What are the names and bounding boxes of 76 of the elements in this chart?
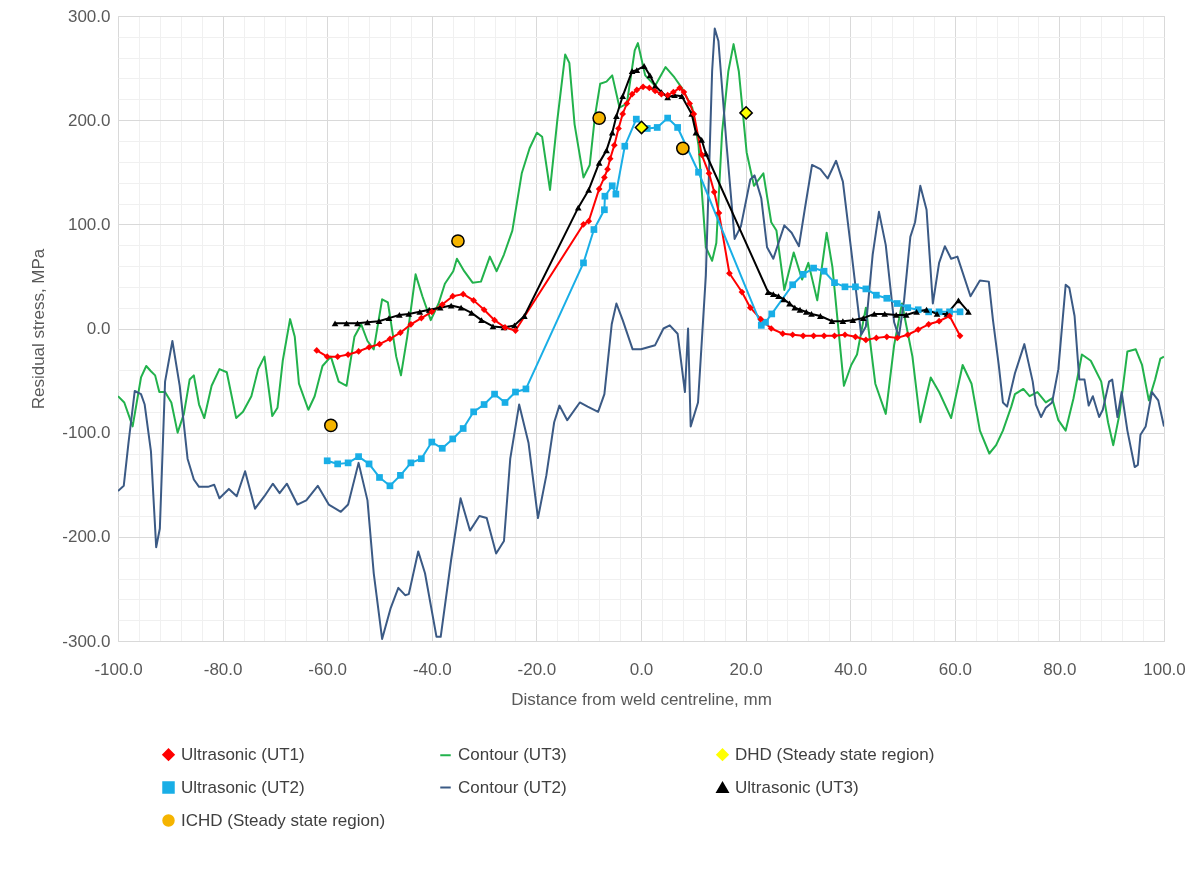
- point: [768, 310, 776, 318]
- point: [501, 399, 509, 406]
- point: [739, 106, 753, 120]
- x-tick-label: -80.0: [203, 659, 243, 679]
- point: [831, 279, 838, 287]
- x-tick-label: 100.0: [1143, 659, 1186, 679]
- point: [417, 455, 425, 463]
- point: [873, 291, 880, 299]
- point: [621, 142, 629, 150]
- point: [841, 283, 849, 291]
- point: [904, 304, 912, 312]
- x-tick-label: -100.0: [94, 659, 143, 679]
- legend-label: ICHD (Steady state region): [181, 810, 386, 830]
- point: [956, 308, 964, 316]
- point: [893, 300, 901, 307]
- y-tick-label: -100.0: [62, 423, 111, 443]
- point: [762, 318, 769, 326]
- point: [491, 390, 498, 398]
- point: [428, 438, 436, 446]
- point: [580, 259, 587, 267]
- x-tick-label: -40.0: [412, 659, 452, 679]
- x-axis-title: Distance from weld centreline, mm: [511, 689, 772, 709]
- point: [653, 124, 661, 131]
- point: [674, 124, 681, 131]
- point: [323, 418, 338, 433]
- legend-label: Ultrasonic (UT2): [181, 777, 305, 797]
- legend-label: Contour (UT3): [458, 745, 567, 765]
- point: [634, 120, 649, 135]
- x-tick-label: 80.0: [1043, 659, 1077, 679]
- point: [608, 182, 616, 190]
- x-tick-label: 60.0: [938, 659, 972, 679]
- x-tick-label: -20.0: [517, 659, 557, 679]
- point: [852, 283, 859, 291]
- point: [459, 425, 467, 432]
- point: [695, 168, 702, 176]
- point: [592, 111, 607, 125]
- point: [601, 192, 609, 200]
- point: [810, 264, 817, 272]
- point: [334, 460, 342, 468]
- x-tick-label: 20.0: [729, 659, 763, 679]
- point: [355, 453, 362, 460]
- point: [789, 281, 797, 289]
- legend-label: Contour (UT2): [458, 777, 567, 797]
- point: [820, 267, 828, 275]
- point: [664, 114, 672, 122]
- y-tick-label: 0.0: [86, 319, 111, 338]
- legend-label: Ultrasonic (UT1): [181, 744, 305, 764]
- line-series: [118, 42, 1164, 455]
- point: [883, 294, 891, 302]
- point: [601, 206, 608, 214]
- line-series: [118, 27, 1164, 640]
- point: [397, 472, 404, 479]
- y-tick-label: 300.0: [67, 6, 111, 26]
- point: [386, 482, 394, 490]
- x-tick-label: -60.0: [308, 659, 348, 679]
- point: [799, 270, 807, 278]
- point: [480, 401, 488, 408]
- x-tick-label: 40.0: [834, 659, 868, 679]
- point: [590, 226, 598, 233]
- point: [632, 115, 640, 123]
- legend-label: Ultrasonic (UT3): [735, 777, 859, 797]
- y-tick-label: -300.0: [62, 631, 111, 651]
- y-tick-label: 200.0: [67, 110, 111, 130]
- point: [449, 435, 457, 443]
- x-tick-label: 0.0: [629, 659, 654, 679]
- point: [451, 234, 465, 248]
- y-tick-label: 100.0: [67, 214, 111, 234]
- y-axis-title: Residual stress, MPa: [29, 248, 49, 410]
- point: [675, 141, 690, 156]
- point: [376, 474, 383, 481]
- y-tick-label: -200.0: [62, 527, 111, 547]
- point: [512, 388, 519, 396]
- point: [470, 408, 477, 416]
- point: [323, 457, 331, 465]
- legend-label: DHD (Steady state region): [735, 744, 935, 764]
- point: [438, 444, 446, 452]
